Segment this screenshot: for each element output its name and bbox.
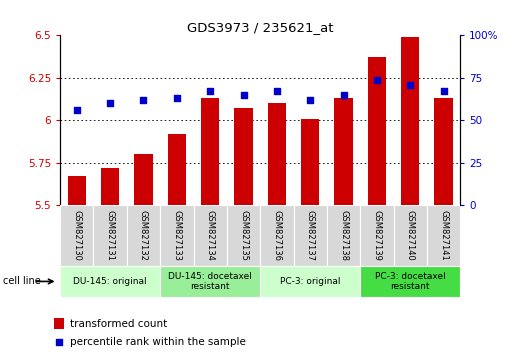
Bar <box>260 205 293 266</box>
Bar <box>101 168 119 205</box>
Point <box>139 97 147 103</box>
Bar <box>394 205 427 266</box>
Bar <box>260 266 360 297</box>
Text: transformed count: transformed count <box>70 319 167 329</box>
Bar <box>227 205 260 266</box>
Point <box>240 92 248 98</box>
Point <box>272 88 281 94</box>
Text: PC-3: docetaxel
resistant: PC-3: docetaxel resistant <box>375 272 446 291</box>
Text: DU-145: original: DU-145: original <box>73 277 147 286</box>
Bar <box>301 119 320 205</box>
Text: GSM827133: GSM827133 <box>173 210 181 261</box>
Bar <box>327 205 360 266</box>
Point <box>206 88 214 94</box>
Text: GSM827139: GSM827139 <box>372 210 381 261</box>
Bar <box>194 205 227 266</box>
Text: GSM827141: GSM827141 <box>439 210 448 261</box>
Point <box>173 96 181 101</box>
Text: GSM827131: GSM827131 <box>106 210 115 261</box>
Bar <box>268 103 286 205</box>
Text: DU-145: docetaxel
resistant: DU-145: docetaxel resistant <box>168 272 252 291</box>
Text: percentile rank within the sample: percentile rank within the sample <box>70 337 246 347</box>
Text: PC-3: original: PC-3: original <box>280 277 340 286</box>
Point <box>406 82 414 87</box>
Bar <box>201 98 219 205</box>
Bar <box>334 98 353 205</box>
Text: GSM827138: GSM827138 <box>339 210 348 261</box>
Text: GSM827140: GSM827140 <box>406 210 415 261</box>
Point <box>106 101 115 106</box>
Point <box>339 92 348 98</box>
Text: GSM827136: GSM827136 <box>272 210 281 261</box>
Text: cell line: cell line <box>3 276 40 286</box>
Point <box>439 88 448 94</box>
Bar <box>160 205 194 266</box>
Text: GSM827134: GSM827134 <box>206 210 214 261</box>
Text: GSM827135: GSM827135 <box>239 210 248 261</box>
Bar <box>435 98 453 205</box>
Bar <box>134 154 153 205</box>
Bar <box>427 205 460 266</box>
Point <box>73 107 81 113</box>
Bar <box>60 205 94 266</box>
Bar <box>67 176 86 205</box>
Bar <box>127 205 160 266</box>
Point <box>373 77 381 82</box>
Bar <box>168 134 186 205</box>
Bar <box>401 37 419 205</box>
Text: GSM827132: GSM827132 <box>139 210 148 261</box>
Point <box>55 339 63 345</box>
Bar <box>60 266 160 297</box>
Bar <box>360 266 460 297</box>
Bar <box>94 205 127 266</box>
Bar <box>234 108 253 205</box>
Bar <box>293 205 327 266</box>
Bar <box>360 205 393 266</box>
Text: GSM827137: GSM827137 <box>306 210 315 261</box>
Bar <box>160 266 260 297</box>
Text: GSM827130: GSM827130 <box>72 210 81 261</box>
Title: GDS3973 / 235621_at: GDS3973 / 235621_at <box>187 21 334 34</box>
Bar <box>368 57 386 205</box>
Bar <box>54 318 64 329</box>
Point <box>306 97 314 103</box>
